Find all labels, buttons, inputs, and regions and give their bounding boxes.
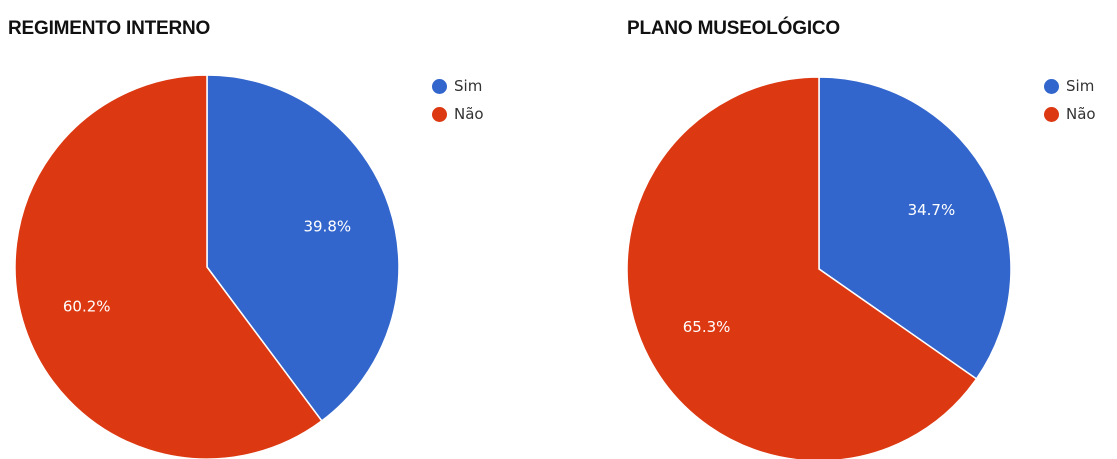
legend-swatch-nao [1044, 106, 1059, 122]
legend-swatch-sim [432, 78, 447, 94]
legend-swatch-sim [1044, 78, 1059, 94]
legend-item-nao[interactable]: Não [432, 102, 484, 126]
slice-label-sim: 34.7% [908, 201, 956, 219]
legend-label-sim: Sim [1066, 77, 1095, 95]
chart-title: REGIMENTO INTERNO [8, 18, 211, 39]
legend-item-sim[interactable]: Sim [432, 74, 484, 98]
legend-label-nao: Não [1066, 105, 1096, 123]
legend-swatch-nao [432, 106, 447, 122]
pie-plot-area: 34.7% 65.3% [626, 76, 1012, 459]
pie-plot-area: 39.8% 60.2% [14, 74, 400, 459]
chart-legend: Sim Não [432, 74, 484, 130]
pie-chart-regimento-interno: REGIMENTO INTERNO 39.8% 60.2% Sim Não [8, 18, 484, 459]
pie-slice-sim[interactable] [206, 74, 400, 422]
pie-slice-nao[interactable] [626, 76, 978, 459]
legend-item-sim[interactable]: Sim [1044, 74, 1096, 98]
legend-label-sim: Sim [454, 77, 483, 95]
pie-slice-sim[interactable] [818, 76, 1012, 380]
slice-label-nao: 60.2% [63, 297, 111, 315]
pie-chart-plano-museologico: PLANO MUSEOLÓGICO 34.7% 65.3% Sim Não [560, 0, 1117, 459]
legend-label-nao: Não [454, 105, 484, 123]
chart-legend: Sim Não [1044, 74, 1096, 130]
slice-label-nao: 65.3% [683, 318, 731, 336]
slice-label-sim: 39.8% [303, 218, 351, 236]
chart-title: PLANO MUSEOLÓGICO [627, 18, 840, 39]
legend-item-nao[interactable]: Não [1044, 102, 1096, 126]
pie-slice-nao[interactable] [14, 74, 323, 459]
